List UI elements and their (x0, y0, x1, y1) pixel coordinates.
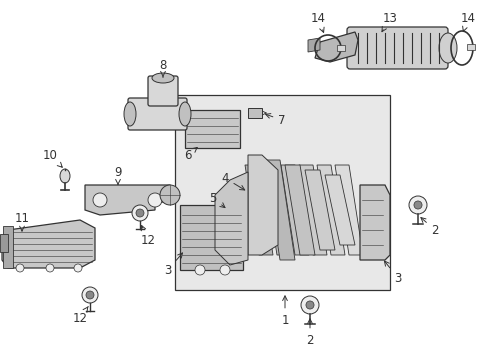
Text: 11: 11 (15, 212, 29, 231)
Text: 9: 9 (114, 166, 122, 184)
Circle shape (93, 193, 107, 207)
Ellipse shape (160, 185, 180, 205)
Text: 14: 14 (310, 12, 325, 32)
Polygon shape (314, 32, 357, 62)
Circle shape (195, 265, 204, 275)
Polygon shape (263, 165, 290, 255)
Polygon shape (180, 205, 243, 270)
Polygon shape (281, 165, 308, 255)
Text: 4: 4 (221, 171, 244, 190)
Text: 10: 10 (42, 149, 62, 167)
Polygon shape (285, 165, 314, 255)
Circle shape (74, 264, 82, 272)
FancyBboxPatch shape (128, 98, 186, 130)
Polygon shape (316, 165, 345, 255)
Circle shape (86, 291, 94, 299)
FancyBboxPatch shape (346, 27, 447, 69)
Polygon shape (305, 170, 334, 250)
Circle shape (46, 264, 54, 272)
FancyBboxPatch shape (148, 76, 178, 106)
Bar (466, 44, 474, 50)
Text: 12: 12 (72, 306, 88, 324)
Polygon shape (359, 185, 389, 260)
Text: 1: 1 (281, 296, 288, 327)
Polygon shape (175, 95, 389, 290)
Circle shape (148, 193, 162, 207)
Polygon shape (85, 185, 175, 215)
Bar (336, 45, 345, 51)
Bar (3, 226, 13, 268)
Polygon shape (264, 160, 294, 260)
Text: 6: 6 (184, 147, 197, 162)
Ellipse shape (152, 73, 174, 83)
Circle shape (136, 209, 143, 217)
Polygon shape (215, 172, 247, 265)
Ellipse shape (60, 169, 70, 183)
Polygon shape (307, 38, 319, 52)
Polygon shape (2, 220, 95, 268)
Text: 13: 13 (381, 12, 397, 32)
Text: 2: 2 (305, 319, 313, 346)
Text: 7: 7 (265, 113, 285, 126)
Circle shape (301, 296, 318, 314)
Ellipse shape (124, 102, 136, 126)
Polygon shape (247, 155, 278, 255)
Bar (0, 234, 8, 252)
Polygon shape (247, 108, 262, 118)
Circle shape (16, 264, 24, 272)
Polygon shape (298, 165, 326, 255)
Circle shape (82, 287, 98, 303)
Text: 8: 8 (159, 59, 166, 77)
Polygon shape (184, 110, 240, 148)
Ellipse shape (438, 33, 456, 63)
Text: 2: 2 (420, 217, 438, 237)
Circle shape (413, 201, 421, 209)
Text: 3: 3 (384, 261, 401, 284)
Circle shape (220, 265, 229, 275)
Polygon shape (334, 165, 362, 255)
Circle shape (132, 205, 148, 221)
Polygon shape (244, 165, 272, 255)
Ellipse shape (179, 102, 191, 126)
Text: 12: 12 (140, 225, 155, 247)
Text: 3: 3 (164, 253, 182, 276)
Circle shape (305, 301, 313, 309)
Text: 14: 14 (460, 12, 474, 31)
Text: 5: 5 (209, 192, 224, 208)
Polygon shape (325, 175, 354, 245)
Circle shape (408, 196, 426, 214)
